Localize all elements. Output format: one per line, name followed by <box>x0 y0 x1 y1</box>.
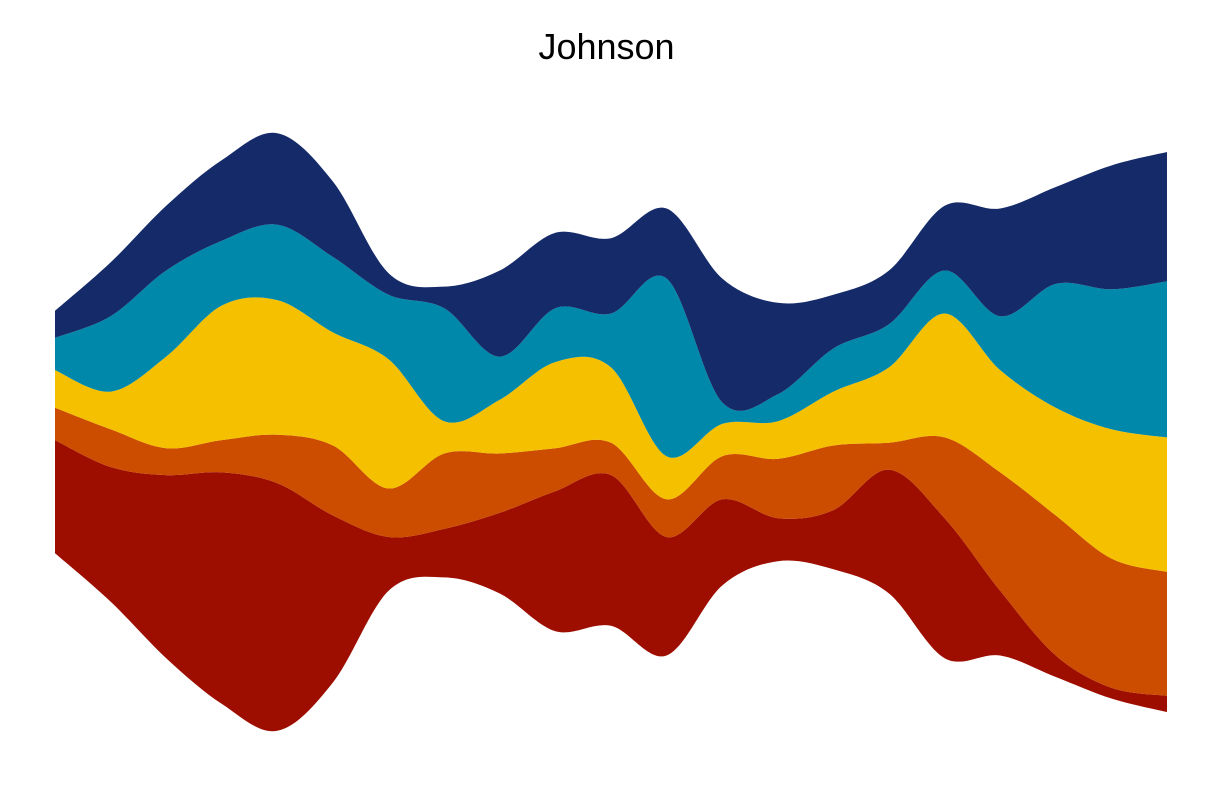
chart-title: Johnson <box>538 26 675 67</box>
stream-layer-5 <box>55 132 1167 411</box>
stream-layers <box>55 132 1167 732</box>
stream-layer-4 <box>55 224 1167 458</box>
stream-layer-1 <box>55 440 1167 732</box>
stream-layer-2 <box>55 407 1167 696</box>
stream-layer-3 <box>55 297 1167 572</box>
